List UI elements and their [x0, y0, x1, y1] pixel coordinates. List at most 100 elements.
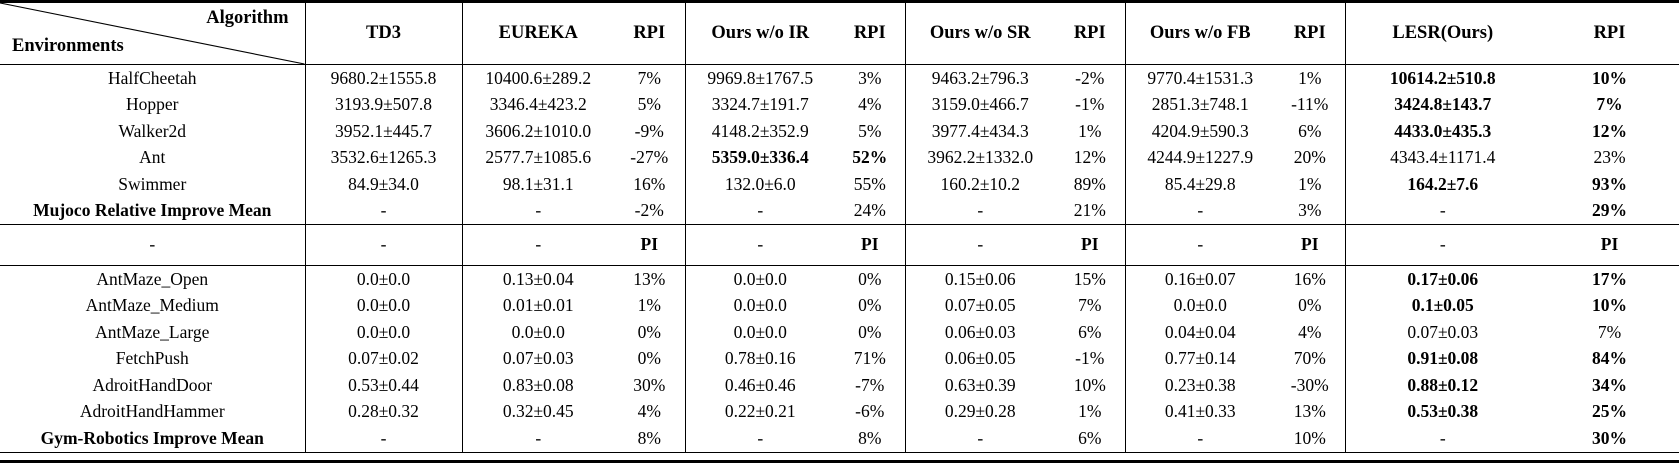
value-cell: 16%	[614, 171, 686, 198]
value-cell: PI	[1055, 224, 1126, 266]
value-cell: 10614.2±510.8	[1389, 67, 1496, 88]
value-cell: 12%	[1055, 144, 1126, 171]
value-cell: 10%	[1275, 425, 1346, 453]
value-cell: 8%	[835, 425, 906, 453]
value-cell: -	[1345, 224, 1540, 266]
value-cell: PI	[614, 224, 686, 266]
value-cell: 4%	[835, 91, 906, 118]
value-cell: -1%	[1055, 345, 1126, 372]
value-cell: -	[1125, 425, 1275, 453]
value-cell: 21%	[1055, 197, 1126, 225]
col-header-td3: TD3	[305, 1, 463, 65]
value-cell: 7%	[1055, 292, 1126, 319]
value-cell: -	[685, 224, 835, 266]
value-cell: 29%	[1540, 197, 1679, 225]
value-cell: 0.06±0.03	[944, 321, 1016, 342]
table-row: Mujoco Relative Improve Mean - - -2% -24% -21…	[0, 197, 1679, 225]
value-cell: 89%	[1055, 171, 1126, 198]
value-cell: 20%	[1275, 144, 1346, 171]
value-cell: 0.77±0.14	[1164, 348, 1236, 368]
table-row: Swimmer 84.9±34.0 98.1±31.1 16% 132.0±6.0 55%…	[0, 171, 1679, 198]
value-cell: 3952.1±445.7	[305, 118, 463, 145]
value-cell: 3346.4±423.2	[489, 94, 587, 114]
value-cell: 0%	[614, 319, 686, 346]
value-cell: 0%	[835, 319, 906, 346]
value-cell: 9463.2±796.3	[931, 67, 1029, 88]
value-cell: 4343.4±1171.4	[1390, 147, 1496, 167]
value-cell: 0.07±0.03	[1407, 321, 1479, 342]
value-cell: 3193.9±507.8	[305, 91, 463, 118]
value-cell: -	[685, 197, 835, 225]
bottom-rule	[0, 459, 1679, 463]
col-header-rpi: RPI	[1540, 1, 1679, 65]
env-label: FetchPush	[0, 345, 306, 372]
value-cell: 0.1±0.05	[1411, 295, 1474, 315]
value-cell: 5359.0±336.4	[711, 147, 809, 167]
value-cell: 0.22±0.21	[724, 401, 796, 421]
value-cell: 3%	[1275, 197, 1346, 225]
value-cell: -	[1125, 224, 1275, 266]
value-cell: 6%	[1055, 425, 1126, 453]
value-cell: 3977.4±434.3	[931, 120, 1029, 141]
value-cell: 30%	[614, 372, 686, 399]
value-cell: 3324.7±191.7	[711, 94, 809, 114]
env-label: AntMaze_Large	[0, 319, 306, 346]
env-label: Walker2d	[0, 118, 306, 145]
env-label: AntMaze_Medium	[0, 292, 306, 319]
env-label: Gym-Robotics Improve Mean	[0, 425, 306, 453]
value-cell: 12%	[1592, 120, 1627, 141]
diagonal-line	[0, 3, 305, 64]
value-cell: 98.1±31.1	[502, 173, 574, 194]
value-cell: 4%	[614, 398, 686, 425]
value-cell: -	[1125, 197, 1275, 225]
env-label: HalfCheetah	[0, 64, 306, 92]
value-cell: 24%	[835, 197, 906, 225]
value-cell: 13%	[1275, 398, 1346, 425]
col-header-ours-w-o-fb: Ours w/o FB	[1125, 1, 1275, 65]
value-cell: 25%	[1592, 401, 1627, 421]
value-cell: 0%	[835, 265, 906, 293]
col-header-rpi: RPI	[1275, 1, 1346, 65]
table-row: AdroitHandDoor 0.53±0.44 0.83±0.08 30% 0.46±…	[0, 372, 1679, 399]
value-cell: 164.2±7.6	[1407, 173, 1479, 194]
value-cell: 5%	[835, 118, 906, 145]
value-cell: 0%	[1275, 292, 1346, 319]
value-cell: -1%	[1055, 91, 1126, 118]
value-cell: 1%	[614, 292, 686, 319]
value-cell: 7%	[1596, 94, 1623, 114]
value-cell: 132.0±6.0	[724, 173, 796, 194]
value-cell: 10%	[1592, 67, 1627, 88]
col-header-rpi: RPI	[614, 1, 686, 65]
table-row: HalfCheetah 9680.2±1555.8 10400.6±289.2 7% 9…	[0, 64, 1679, 92]
env-label: AdroitHandDoor	[0, 372, 306, 399]
value-cell: 3606.2±1010.0	[485, 120, 592, 141]
value-cell: 0.91±0.08	[1407, 348, 1479, 368]
env-label: Swimmer	[0, 171, 306, 198]
value-cell: 0.88±0.12	[1407, 374, 1479, 395]
col-header-ours-w-o-sr: Ours w/o SR	[905, 1, 1055, 65]
value-cell: 6%	[1055, 319, 1126, 346]
value-cell: -	[1345, 425, 1540, 453]
col-header-rpi: RPI	[835, 1, 906, 65]
col-header-ours-w-o-ir: Ours w/o IR	[685, 1, 835, 65]
value-cell: 0.17±0.06	[1407, 268, 1479, 289]
env-label: Hopper	[0, 91, 306, 118]
value-cell: 0.0±0.0	[733, 295, 787, 315]
value-cell: 84%	[1592, 348, 1627, 368]
value-cell: 15%	[1055, 265, 1126, 293]
value-cell: 10400.6±289.2	[485, 67, 592, 88]
value-cell: -	[462, 197, 614, 225]
value-cell: 71%	[835, 345, 906, 372]
env-label: Mujoco Relative Improve Mean	[0, 197, 306, 225]
value-cell: 3%	[835, 64, 906, 92]
table-row: Gym-Robotics Improve Mean - -8% -8% -6% -10% -…	[0, 425, 1679, 453]
value-cell: 13%	[614, 265, 686, 293]
env-label: Ant	[0, 144, 306, 171]
value-cell: 0.53±0.38	[1407, 401, 1479, 421]
value-cell: 93%	[1592, 173, 1627, 194]
env-label: AdroitHandHammer	[0, 398, 306, 425]
value-cell: 0.41±0.33	[1164, 401, 1236, 421]
value-cell: 4204.9±590.3	[1151, 120, 1249, 141]
value-cell: 3424.8±143.7	[1394, 94, 1492, 114]
value-cell: 4%	[1275, 319, 1346, 346]
